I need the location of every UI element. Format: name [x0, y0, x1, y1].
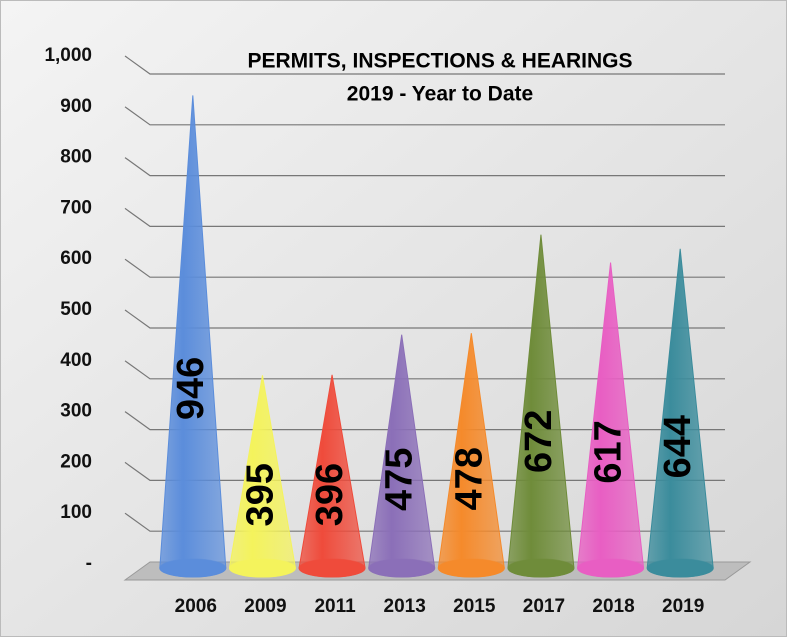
cone — [646, 248, 714, 578]
value-label: 478 — [448, 447, 490, 510]
chart-title: PERMITS, INSPECTIONS & HEARINGS — [247, 50, 632, 73]
cone — [298, 374, 366, 578]
value-label: 644 — [657, 415, 699, 478]
x-tick-label: 2006 — [175, 596, 217, 617]
x-tick-label: 2015 — [453, 596, 496, 617]
y-tick-label: 300 — [60, 401, 92, 422]
x-tick-label: 2019 — [662, 596, 704, 617]
value-label: 396 — [309, 463, 351, 526]
y-tick-label: 600 — [60, 248, 92, 269]
value-label: 672 — [518, 410, 560, 473]
grid-line — [124, 157, 725, 177]
y-tick-label: 900 — [60, 96, 92, 117]
x-tick-label: 2018 — [592, 596, 634, 617]
grid-line — [124, 258, 725, 278]
y-tick-label: 800 — [60, 147, 92, 168]
y-tick-label: 1,000 — [44, 45, 92, 66]
cone — [437, 333, 505, 578]
cone — [159, 95, 227, 578]
cone — [228, 375, 296, 578]
y-tick-label: - — [86, 553, 92, 574]
y-tick-label: 500 — [60, 299, 92, 320]
x-tick-label: 2013 — [384, 596, 426, 617]
cone — [577, 262, 645, 578]
x-tick-label: 2017 — [523, 596, 565, 617]
cone — [507, 234, 575, 578]
y-tick-label: 700 — [60, 197, 92, 218]
x-tick-label: 2011 — [314, 596, 356, 617]
value-label: 946 — [170, 357, 212, 420]
x-tick-label: 2009 — [244, 596, 286, 617]
cone — [368, 334, 436, 578]
value-label: 475 — [379, 448, 421, 511]
grid-line — [124, 106, 725, 126]
value-label: 617 — [588, 420, 630, 483]
value-label: 395 — [239, 463, 281, 526]
grid-line — [124, 55, 725, 75]
y-tick-label: 100 — [60, 502, 92, 523]
grid-line — [124, 207, 725, 227]
chart-subtitle: 2019 - Year to Date — [347, 83, 533, 106]
y-tick-label: 200 — [60, 451, 92, 472]
y-tick-label: 400 — [60, 350, 92, 371]
